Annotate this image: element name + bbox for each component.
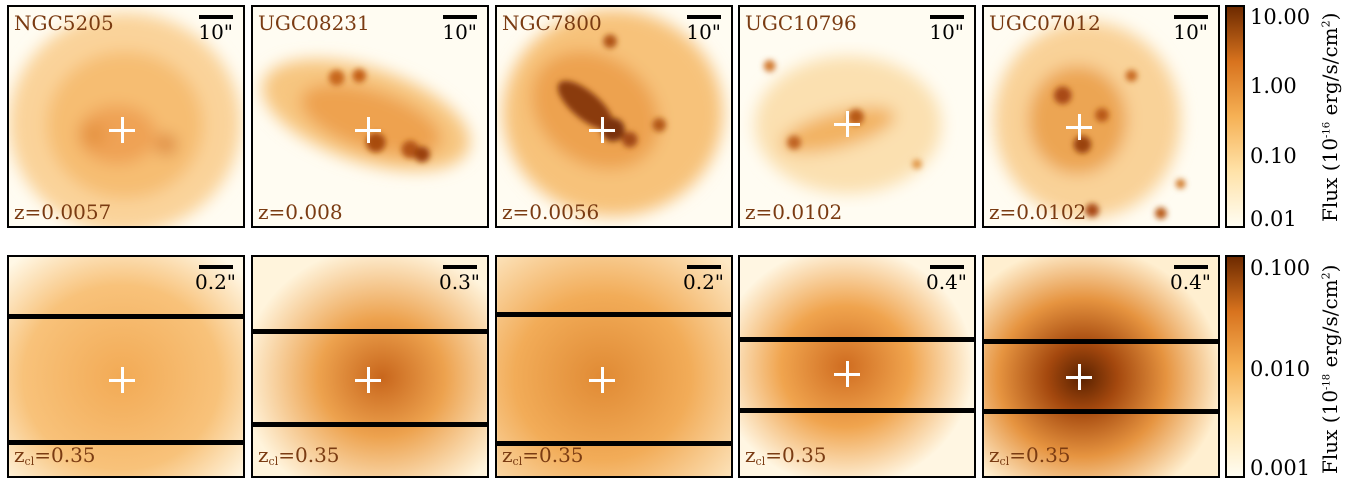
colorbar-tick: 0.10 xyxy=(1250,144,1297,168)
scale-bar: 10" xyxy=(1170,15,1208,43)
scale-label: 10" xyxy=(686,20,721,44)
galaxy-image-panel-4: UGC10796 10" z=0.0102 xyxy=(738,5,976,228)
colorbar-bottom xyxy=(1225,255,1245,478)
redshift-label: z=0.0102 xyxy=(745,200,843,224)
slit-edge-top xyxy=(253,329,487,334)
redshift-label: z=0.0056 xyxy=(502,200,600,224)
cluster-redshift-label: zcl=0.35 xyxy=(258,443,340,468)
galaxy-image-panel-3: NGC7800 10" z=0.0056 xyxy=(495,5,733,228)
slit-edge-bottom xyxy=(253,422,487,427)
colorbar-tick: 0.001 xyxy=(1250,456,1311,480)
cluster-redshift-label: zcl=0.35 xyxy=(989,443,1071,468)
model-flux-image xyxy=(984,257,1218,476)
galaxy-image-panel-2: UGC08231 10" z=0.008 xyxy=(251,5,489,228)
center-crosshair-icon xyxy=(109,117,135,143)
scale-label: 0.2" xyxy=(683,270,725,294)
galaxy-name: UGC07012 xyxy=(989,11,1101,35)
scale-label: 10" xyxy=(929,20,964,44)
model-flux-image xyxy=(497,257,731,476)
galaxy-name: UGC10796 xyxy=(745,11,857,35)
cluster-redshift-label: zcl=0.35 xyxy=(502,443,584,468)
scale-label: 0.4" xyxy=(926,270,968,294)
redshift-label: z=0.0102 xyxy=(989,200,1087,224)
slit-edge-bottom xyxy=(9,440,243,445)
center-crosshair-icon xyxy=(1066,364,1092,390)
scale-bar: 0.3" xyxy=(439,265,481,294)
galaxy-image-panel-1: NGC5205 10" z=0.0057 xyxy=(7,5,245,228)
slit-edge-bottom xyxy=(984,409,1218,414)
scale-bar: 0.4" xyxy=(1170,265,1212,294)
scale-bar: 10" xyxy=(683,15,721,43)
slit-edge-top xyxy=(984,339,1218,344)
colorbar-top xyxy=(1225,5,1245,228)
center-crosshair-icon xyxy=(589,367,615,393)
colorbar-title: Flux (10-18 erg/s/cm2) xyxy=(1318,264,1342,474)
scale-label: 0.3" xyxy=(439,270,481,294)
galaxy-name: UGC08231 xyxy=(258,11,370,35)
center-crosshair-icon xyxy=(834,361,860,387)
model-flux-image xyxy=(740,257,974,476)
model-image-panel-4: 0.4" zcl=0.35 xyxy=(738,255,976,478)
model-image-panel-1: 0.2" zcl=0.35 xyxy=(7,255,245,478)
colorbar-tick: 0.01 xyxy=(1250,207,1297,231)
center-crosshair-icon xyxy=(1066,114,1092,140)
colorbar-title: Flux (10-16 erg/s/cm2) xyxy=(1318,12,1342,222)
galaxy-flux-image xyxy=(9,7,243,226)
colorbar-tick: 0.100 xyxy=(1250,256,1311,280)
scale-label: 10" xyxy=(442,20,477,44)
center-crosshair-icon xyxy=(109,367,135,393)
scale-bar: 10" xyxy=(926,15,964,43)
center-crosshair-icon xyxy=(355,367,381,393)
galaxy-image-panel-5: UGC07012 10" z=0.0102 xyxy=(982,5,1220,228)
galaxy-flux-image xyxy=(984,7,1218,226)
slit-edge-bottom xyxy=(740,408,974,413)
scale-bar: 10" xyxy=(195,15,233,43)
scale-label: 0.2" xyxy=(195,270,237,294)
galaxy-flux-image xyxy=(740,7,974,226)
galaxy-name: NGC7800 xyxy=(502,11,602,35)
scale-label: 0.4" xyxy=(1170,270,1212,294)
scale-label: 10" xyxy=(198,20,233,44)
slit-edge-top xyxy=(9,314,243,319)
center-crosshair-icon xyxy=(589,117,615,143)
model-flux-image xyxy=(9,257,243,476)
cluster-redshift-label: zcl=0.35 xyxy=(745,443,827,468)
center-crosshair-icon xyxy=(355,117,381,143)
scale-bar: 0.2" xyxy=(683,265,725,294)
colorbar-tick: 1.00 xyxy=(1250,74,1297,98)
redshift-label: z=0.0057 xyxy=(14,200,112,224)
model-flux-image xyxy=(253,257,487,476)
galaxy-name: NGC5205 xyxy=(14,11,114,35)
redshift-label: z=0.008 xyxy=(258,200,343,224)
model-image-panel-2: 0.3" zcl=0.35 xyxy=(251,255,489,478)
slit-edge-top xyxy=(497,312,731,317)
scale-bar: 0.4" xyxy=(926,265,968,294)
scale-label: 10" xyxy=(1173,20,1208,44)
model-image-panel-3: 0.2" zcl=0.35 xyxy=(495,255,733,478)
scale-bar: 0.2" xyxy=(195,265,237,294)
cluster-redshift-label: zcl=0.35 xyxy=(14,443,96,468)
colorbar-tick: 10.00 xyxy=(1250,5,1311,29)
scale-bar: 10" xyxy=(439,15,477,43)
galaxy-flux-image xyxy=(497,7,731,226)
colorbar-tick: 0.010 xyxy=(1250,357,1311,381)
slit-edge-bottom xyxy=(497,441,731,446)
model-image-panel-5: 0.4" zcl=0.35 xyxy=(982,255,1220,478)
galaxy-flux-image xyxy=(253,7,487,226)
slit-edge-top xyxy=(740,337,974,342)
center-crosshair-icon xyxy=(834,111,860,137)
